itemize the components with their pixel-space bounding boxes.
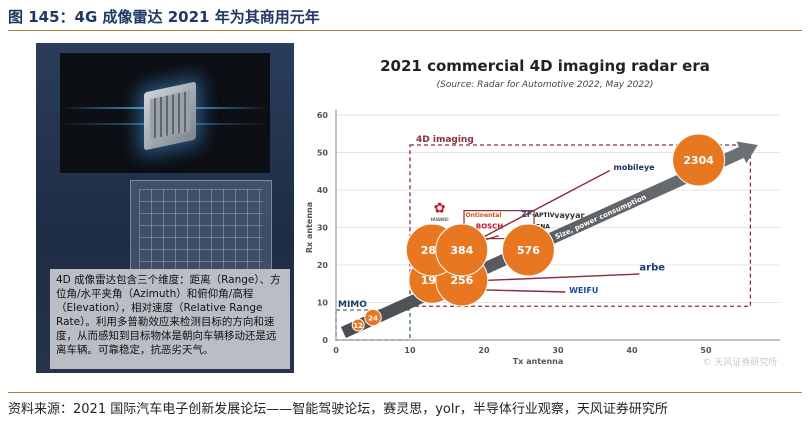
data-point-label: 24	[368, 315, 378, 323]
data-point	[672, 133, 726, 187]
antenna-array-image	[130, 180, 272, 282]
radar-description: 4D 成像雷达包含三个维度：距离（Range）、方位角/水平夹角（Azimuth…	[50, 269, 290, 369]
watermark: © 天风证券研究所	[703, 356, 778, 368]
data-point-label: 576	[517, 244, 540, 257]
mobileye-logo: mobileye	[614, 163, 656, 172]
y-tick-label: 50	[317, 149, 329, 158]
data-point-label: 256	[450, 274, 473, 287]
data-point-label: 384	[450, 244, 473, 257]
vayyar-logo: vayyar	[554, 211, 584, 220]
x-tick-label: 40	[626, 346, 638, 355]
chart-subtitle: (Source: Radar for Automotive 2022, May …	[437, 80, 654, 90]
aptiv-logo: ·APTIV·	[532, 212, 557, 219]
chart-title: 2021 commercial 4D imaging radar era	[380, 57, 710, 75]
source-note: 资料来源：2021 国际汽车电子创新发展论坛——智能驾驶论坛，赛灵思，yolr，…	[8, 402, 668, 417]
y-tick-label: 60	[317, 111, 329, 120]
y-tick-label: 40	[317, 186, 329, 195]
data-point-label: 2304	[683, 154, 714, 167]
data-point	[501, 223, 555, 277]
mimo-label: MIMO	[338, 300, 367, 310]
y-tick-label: 20	[317, 261, 329, 270]
figure-title: 图 145：4G 成像雷达 2021 年为其商用元年	[8, 8, 320, 26]
x-tick-label: 30	[552, 346, 564, 355]
arbe-logo: arbe	[639, 262, 665, 273]
weifu-logo: WEIFU	[569, 286, 598, 295]
radar-device-image	[60, 53, 270, 173]
y-axis-label: Rx antenna	[305, 202, 314, 253]
arbe-pointer	[469, 273, 640, 282]
x-tick-label: 10	[404, 346, 416, 355]
data-point-label: 12	[353, 322, 363, 330]
top-divider	[8, 30, 802, 31]
imaging-region	[409, 144, 752, 307]
huawei-icon: ✿	[434, 201, 446, 217]
y-tick-label: 10	[317, 299, 329, 308]
x-tick-label: 0	[333, 346, 339, 355]
imaging-label: 4D imaging	[416, 135, 474, 145]
bottom-divider	[8, 392, 802, 393]
x-tick-label: 20	[478, 346, 490, 355]
radar-illustration-panel: 4D 成像雷达包含三个维度：距离（Range）、方位角/水平夹角（Azimuth…	[36, 43, 294, 373]
x-axis-label: Tx antenna	[513, 357, 564, 366]
data-point	[364, 308, 382, 327]
imaging-radar-chart: 2021 commercial 4D imaging radar era (So…	[305, 57, 780, 368]
continental-logo: Ontinental	[466, 212, 502, 219]
x-tick-label: 50	[700, 346, 712, 355]
y-tick-label: 30	[317, 224, 329, 233]
huawei-logo: HUAWEI	[431, 217, 450, 222]
radar-module-icon	[144, 81, 196, 151]
data-point	[435, 223, 489, 277]
data-point	[351, 318, 365, 332]
mobileye-pointer	[476, 169, 611, 242]
y-tick-label: 0	[322, 336, 328, 345]
bosch-logo: BOSCH	[476, 223, 503, 231]
